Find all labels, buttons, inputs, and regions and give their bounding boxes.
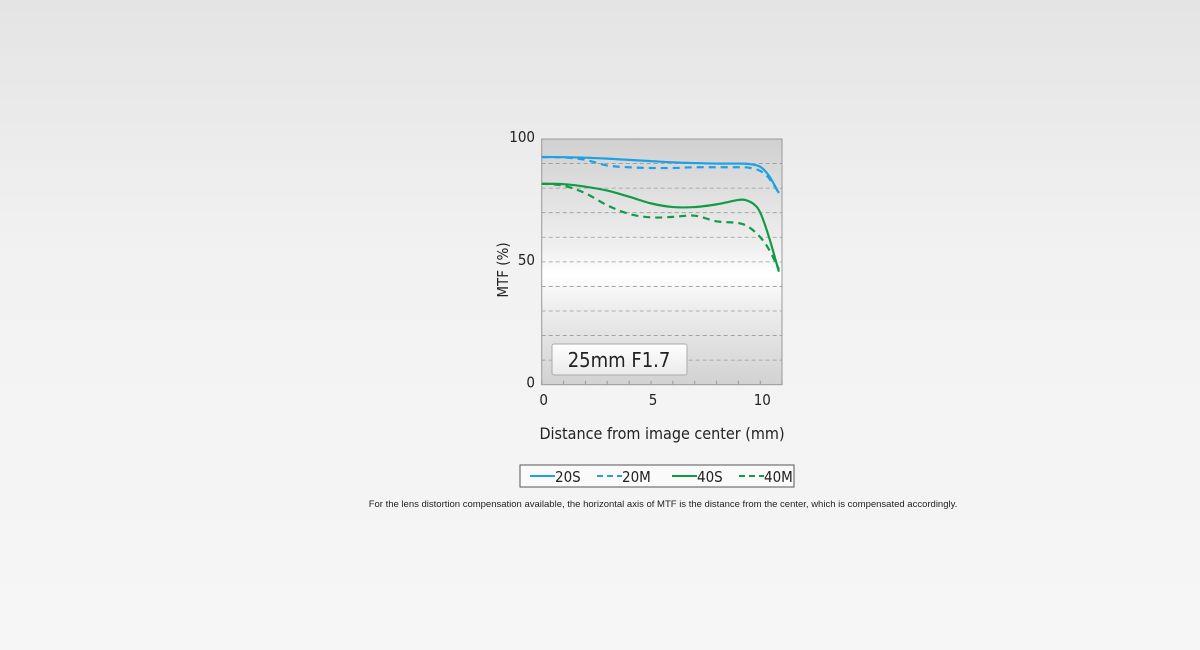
lens-label-box: 25mm F1.7 bbox=[551, 343, 688, 376]
y-tick-label: 50 bbox=[518, 251, 535, 269]
legend-label-40m: 40M bbox=[764, 468, 793, 486]
x-tick-label: 5 bbox=[649, 391, 658, 409]
series-line-40s bbox=[541, 182, 780, 272]
x-tick-label: 10 bbox=[754, 391, 771, 409]
series-line-40m bbox=[541, 182, 780, 270]
series-line-20s bbox=[541, 155, 780, 194]
x-tick-label: 0 bbox=[539, 391, 548, 409]
legend-label-40s: 40S bbox=[697, 468, 723, 486]
legend-label-20s: 20S bbox=[555, 468, 581, 486]
series-line-20m bbox=[541, 156, 780, 194]
y-axis-label: MTF (%) bbox=[494, 242, 512, 297]
legend-label-20m: 20M bbox=[622, 468, 651, 486]
footnote: For the lens distortion compensation ava… bbox=[368, 499, 958, 510]
legend: 20S 20M 40S 40M bbox=[519, 464, 795, 488]
y-tick-label: 0 bbox=[526, 374, 535, 392]
x-axis-label: Distance from image center (mm) bbox=[539, 424, 784, 443]
lens-label: 25mm F1.7 bbox=[568, 348, 671, 372]
y-tick-label: 100 bbox=[509, 128, 535, 146]
